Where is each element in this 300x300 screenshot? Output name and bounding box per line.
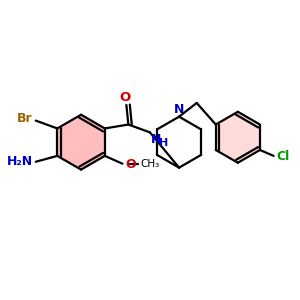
Text: N: N	[174, 103, 184, 116]
Text: N: N	[151, 133, 161, 146]
Text: H₂N: H₂N	[7, 155, 33, 168]
Text: O: O	[125, 158, 136, 171]
Text: O: O	[120, 91, 131, 103]
Polygon shape	[216, 112, 260, 163]
Text: Cl: Cl	[277, 150, 290, 164]
Text: H: H	[159, 138, 168, 148]
Polygon shape	[57, 115, 105, 170]
Text: Br: Br	[17, 112, 33, 125]
Text: CH₃: CH₃	[140, 159, 159, 169]
